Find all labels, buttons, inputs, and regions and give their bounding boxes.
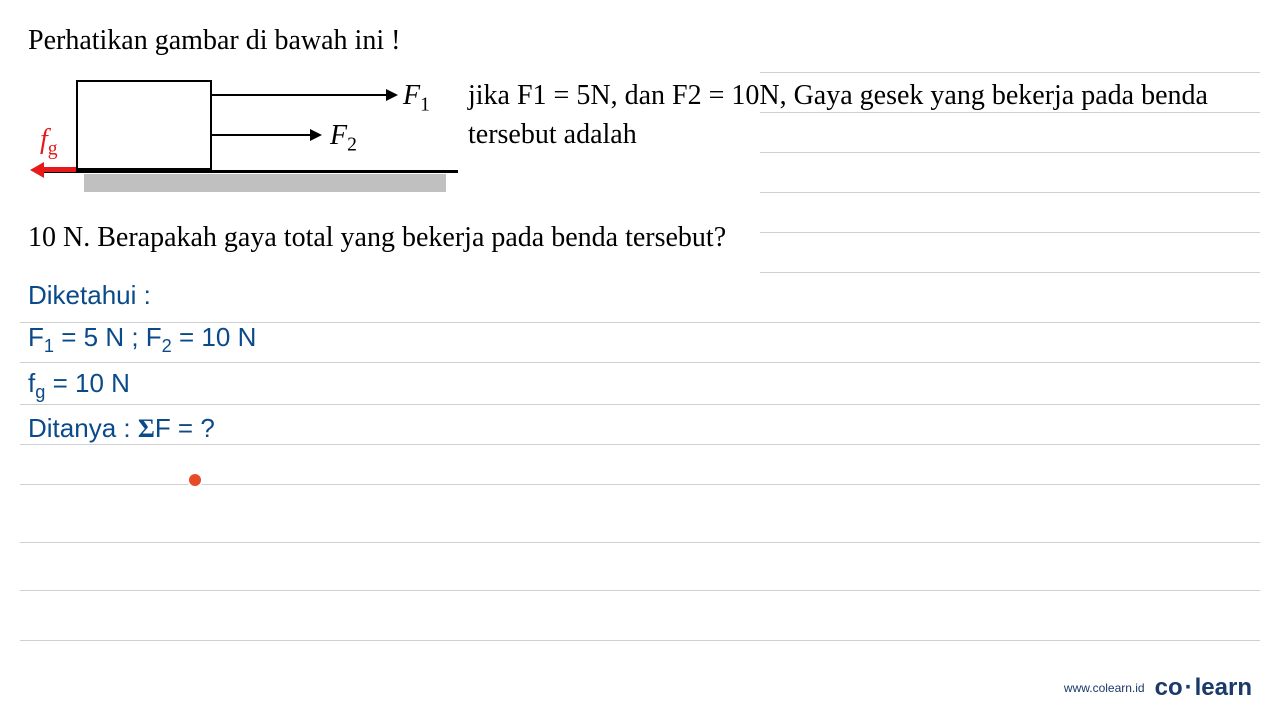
rule-line [760, 152, 1260, 153]
diagram-row: F1 F2 fg jika F1 = 5N, dan F2 = 10N, Gay… [28, 72, 1252, 212]
sol1-sub2: 2 [162, 337, 172, 357]
rule-line [20, 542, 1260, 543]
logo-dot-icon: · [1185, 674, 1193, 701]
problem-intro: Perhatikan gambar di bawah ini ! [28, 20, 1252, 62]
sigma-icon: Σ [138, 414, 155, 443]
rule-line [20, 404, 1260, 405]
ground-line [43, 170, 458, 173]
rule-line [20, 362, 1260, 363]
label-f2-sub: 2 [347, 135, 357, 156]
sol2-end: = 10 N [45, 368, 130, 398]
label-f1-sub: 1 [420, 95, 430, 116]
label-f1: F1 [403, 80, 430, 117]
logo-co: co [1155, 674, 1183, 701]
solution-given-1: F1 = 5 N ; F2 = 10 N [28, 317, 1252, 360]
label-fg-letter: f [40, 124, 48, 155]
problem-text-beside: jika F1 = 5N, dan F2 = 10N, Gaya gesek y… [448, 72, 1252, 154]
friction-arrow-fg [42, 167, 76, 172]
label-f2-letter: F [330, 120, 347, 151]
force-arrow-f2 [212, 134, 312, 136]
label-fg: fg [40, 124, 58, 161]
rule-line [20, 484, 1260, 485]
rule-line [760, 72, 1260, 73]
sol1-sub1: 1 [44, 337, 54, 357]
rule-line [760, 272, 1260, 273]
rule-line [20, 640, 1260, 641]
rule-line [760, 112, 1260, 113]
force-arrow-f1 [212, 94, 388, 96]
rule-line [760, 192, 1260, 193]
rule-line [760, 232, 1260, 233]
label-fg-sub: g [48, 139, 58, 160]
problem-text-below: 10 N. Berapakah gaya total yang bekerja … [28, 218, 1252, 257]
physics-diagram: F1 F2 fg [28, 72, 448, 212]
solution-given-2: fg = 10 N [28, 363, 1252, 406]
brand-url: www.colearn.id [1064, 681, 1145, 695]
object-box [76, 80, 212, 170]
sol2-sub: g [35, 382, 45, 402]
rule-line [20, 444, 1260, 445]
ground-surface [84, 174, 446, 192]
rule-line [20, 590, 1260, 591]
asked-label: Ditanya : [28, 413, 138, 443]
brand-logo: co·learn [1155, 674, 1252, 702]
rule-line [20, 322, 1260, 323]
logo-learn: learn [1195, 674, 1252, 701]
branding: www.colearn.id co·learn [1064, 674, 1252, 702]
label-f1-letter: F [403, 80, 420, 111]
sol1-end: = 10 N [172, 322, 257, 352]
main-content: Perhatikan gambar di bawah ini ! F1 F2 f… [0, 0, 1280, 472]
asked-end: F = ? [155, 413, 215, 443]
label-f2: F2 [330, 120, 357, 157]
sol1-f: F [28, 322, 44, 352]
sol1-mid: = 5 N ; F [54, 322, 162, 352]
video-cursor-icon [187, 472, 203, 488]
solution-header: Diketahui : [28, 275, 1252, 315]
